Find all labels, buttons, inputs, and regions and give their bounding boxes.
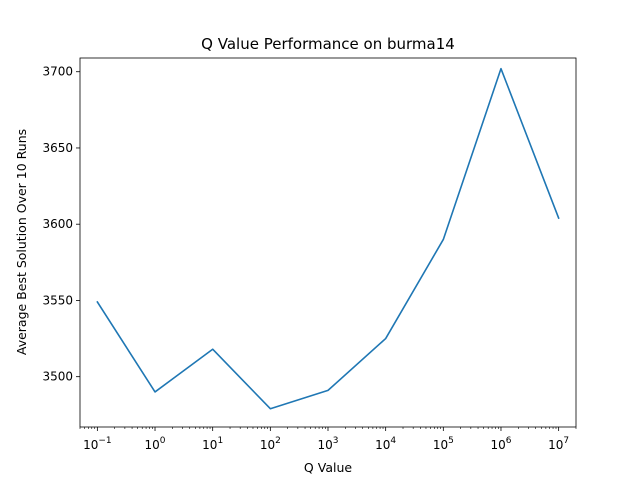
x-axis-label: Q Value [304,460,352,475]
x-tick-label: 100 [145,436,166,452]
y-axis-ticks: 3500 3550 3600 3650 3700 [42,65,80,384]
y-tick-label: 3500 [42,370,73,384]
x-axis-ticks: 10−1 100 101 102 103 104 105 106 107 [79,427,577,452]
chart-title: Q Value Performance on burma14 [201,35,455,53]
x-tick-label: 107 [548,436,569,452]
y-tick-label: 3550 [42,293,73,307]
y-tick-label: 3650 [42,141,73,155]
x-tick-label: 101 [202,436,223,452]
x-tick-label: 103 [317,436,338,452]
x-tick-label: 10−1 [83,436,112,452]
y-tick-label: 3600 [42,217,73,231]
y-axis-label: Average Best Solution Over 10 Runs [14,129,29,355]
x-tick-label: 105 [433,436,454,452]
plot-area [96,67,560,410]
x-tick-label: 106 [490,436,511,452]
y-tick-label: 3700 [42,65,73,79]
x-tick-label: 102 [260,436,281,452]
series-line [96,67,560,410]
x-tick-label: 104 [375,436,396,452]
axes-frame [79,57,577,428]
